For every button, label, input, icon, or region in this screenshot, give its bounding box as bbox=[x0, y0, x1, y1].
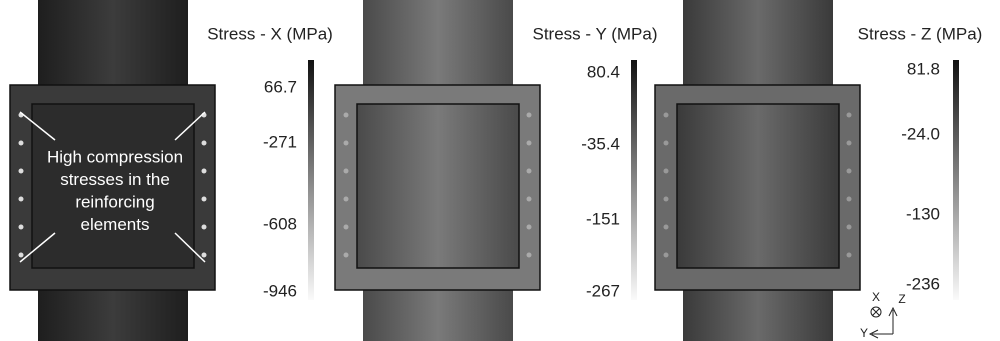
colorbar-tick-label: 66.7 bbox=[264, 77, 297, 96]
axis-triad: X Z Y bbox=[860, 290, 906, 340]
rivet bbox=[847, 169, 852, 174]
colorbar-tick-label: 81.8 bbox=[907, 59, 940, 78]
rivet bbox=[202, 253, 207, 258]
colorbar-tick-label: -946 bbox=[263, 281, 297, 300]
colorbar-title: Stress - Y (MPa) bbox=[532, 24, 657, 43]
triad-z: Z bbox=[898, 292, 905, 306]
rivet bbox=[527, 141, 532, 146]
annotation-text: stresses in the bbox=[60, 170, 170, 189]
rivet bbox=[19, 253, 24, 258]
colorbar-tick-label: -236 bbox=[906, 274, 940, 293]
rivet bbox=[527, 169, 532, 174]
rivet bbox=[664, 113, 669, 118]
triad-y: Y bbox=[860, 326, 868, 340]
annotation-text: elements bbox=[81, 215, 150, 234]
colorbar-tick-label: -608 bbox=[263, 214, 297, 233]
annotation-text: reinforcing bbox=[75, 192, 154, 211]
colorbar-tick-label: -130 bbox=[906, 204, 940, 223]
rivet bbox=[847, 113, 852, 118]
rivet bbox=[344, 197, 349, 202]
rivet bbox=[19, 141, 24, 146]
colorbar-tick-label: -151 bbox=[586, 209, 620, 228]
rivet bbox=[527, 113, 532, 118]
rivet bbox=[664, 225, 669, 230]
colorbar-tick-label: -267 bbox=[586, 281, 620, 300]
colorbar bbox=[308, 60, 314, 300]
colorbar-title: Stress - Z (MPa) bbox=[858, 24, 983, 43]
rivet bbox=[202, 141, 207, 146]
rivet bbox=[527, 253, 532, 258]
rivet bbox=[847, 197, 852, 202]
triad-z-arrow bbox=[889, 308, 897, 334]
rivet bbox=[202, 225, 207, 230]
colorbar-tick-label: -271 bbox=[263, 132, 297, 151]
rivet bbox=[344, 225, 349, 230]
colorbar bbox=[953, 60, 959, 300]
rivet bbox=[664, 197, 669, 202]
colorbar-title: Stress - X (MPa) bbox=[207, 24, 333, 43]
annotation-text: High compression bbox=[47, 147, 183, 166]
colorbar-tick-label: 80.4 bbox=[587, 62, 620, 81]
plate-window bbox=[677, 104, 839, 268]
rivet bbox=[664, 141, 669, 146]
stress-panel: Stress - Y (MPa) 80.4 -35.4 -151 -267 bbox=[335, 0, 658, 341]
triad-y-arrow bbox=[870, 330, 893, 338]
plate-window bbox=[357, 104, 519, 268]
rivet bbox=[847, 141, 852, 146]
rivet bbox=[19, 197, 24, 202]
colorbar-tick-label: -24.0 bbox=[901, 124, 940, 143]
stress-panel: Stress - Z (MPa) 81.8 -24.0 -130 -236 bbox=[655, 0, 982, 341]
rivet bbox=[664, 169, 669, 174]
triad-x-cross bbox=[873, 309, 880, 316]
rivet bbox=[527, 225, 532, 230]
rivet bbox=[19, 169, 24, 174]
rivet bbox=[847, 225, 852, 230]
figure: Stress - X (MPa)66.7-271-608-946Stress -… bbox=[0, 0, 1000, 341]
rivet bbox=[344, 141, 349, 146]
rivet bbox=[664, 253, 669, 258]
rivet bbox=[344, 113, 349, 118]
rivet bbox=[847, 253, 852, 258]
rivet bbox=[344, 169, 349, 174]
rivet bbox=[19, 225, 24, 230]
rivet bbox=[527, 197, 532, 202]
rivet bbox=[344, 253, 349, 258]
rivet bbox=[202, 197, 207, 202]
rivet bbox=[202, 169, 207, 174]
colorbar bbox=[631, 60, 637, 300]
colorbar-tick-label: -35.4 bbox=[581, 134, 620, 153]
stress-panel: Stress - X (MPa) 66.7 -271 -608 -946 bbox=[10, 0, 333, 341]
triad-x: X bbox=[872, 290, 880, 304]
